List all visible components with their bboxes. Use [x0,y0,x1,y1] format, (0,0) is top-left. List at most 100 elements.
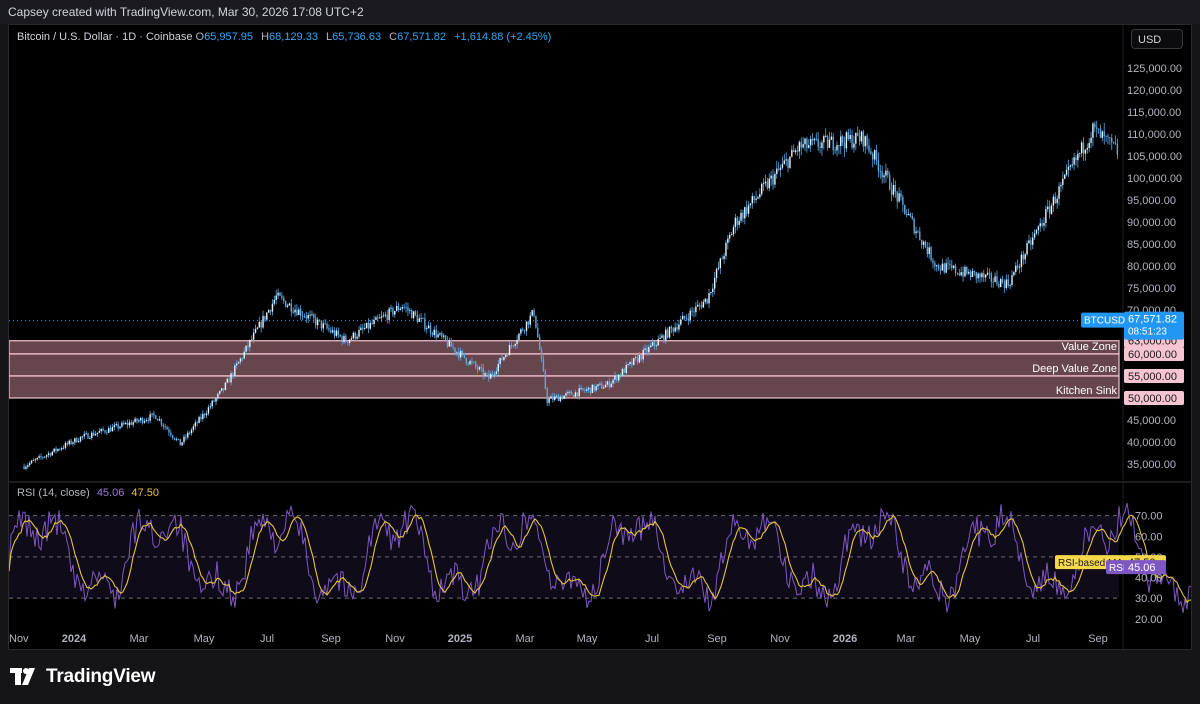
candle-body [655,345,658,347]
candle-body [642,349,644,360]
candle-body [762,183,765,184]
candle-body [446,340,449,347]
candle-body [704,298,706,302]
candle-body [1020,254,1023,267]
candle-body [979,273,981,278]
candle-body [390,307,392,309]
candle-body [892,185,895,195]
candle-body [301,315,304,317]
candle-body [320,320,323,329]
candle-body [461,350,464,353]
candle-body [503,356,505,361]
candle-body [49,453,52,456]
candle-body [1045,209,1047,224]
candle-body [616,375,618,381]
candle-body [1111,137,1113,143]
rsi-line [9,502,1191,613]
candle-body [491,373,494,375]
candle-body [770,175,772,179]
candle-body [800,141,802,148]
candle-body [661,335,663,338]
candle-body [367,322,370,329]
candle-body [1026,243,1028,255]
tradingview-logo[interactable]: TradingView [10,666,156,688]
candle-body [205,413,208,416]
candle-body [444,335,447,341]
candle-body [427,325,430,329]
candle-body [516,339,518,345]
candle-body [689,310,691,321]
candle-body [134,418,136,423]
candle-body [962,272,964,277]
high-value: 68,129.33 [269,31,318,43]
candle-body [234,365,236,376]
candle-body [382,315,385,317]
candle-body [657,339,659,346]
candle-body [666,329,669,338]
candle-body [64,443,67,448]
candle-body [143,420,146,423]
price-tick-1: 120,000.00 [1127,85,1182,97]
candle-body [224,382,227,390]
candle-body [228,378,230,383]
candle-body [552,396,554,400]
candle-body [62,447,65,449]
candle-body [179,438,181,446]
candle-body [420,317,422,319]
candle-body [104,430,106,433]
candle-body [540,349,543,359]
candle-body [759,194,761,198]
candle-body [687,318,690,321]
rsi-tag-text: RSI [1109,563,1126,574]
rsi-tick-3: 40.00 [1135,573,1163,585]
candle-body [992,281,994,283]
candle-body [644,348,646,350]
candle-body [747,205,750,214]
candle-body [232,373,234,376]
candle-body [525,321,528,331]
candle-body [860,131,863,142]
candle-body [890,189,893,195]
candle-body [490,373,492,379]
candle-body [266,312,268,320]
rsi-ma-tag-text: RSI-based MA [1058,558,1123,569]
candle-body [855,132,857,144]
candle-body [283,297,285,301]
candle-body [629,362,631,365]
candle-body [443,335,445,337]
zone-badge-bg [1124,346,1184,361]
candle-body [83,434,85,437]
candle-body [1073,157,1075,165]
candle-body [305,316,308,319]
candle-body [111,426,114,432]
price-chart[interactable]: Value Zone Deep Value Zone Kitchen Sink 12… [9,25,1192,650]
candle-body [949,264,951,265]
candle-body [870,151,872,154]
currency-button[interactable]: USD [1131,29,1183,49]
candle-body [712,288,714,293]
candle-body [693,311,695,313]
rsi-pane[interactable] [9,500,1192,623]
candle-body [183,436,185,443]
candle-body [108,427,110,433]
time-tick-7: 2025 [448,633,472,645]
candle-body [729,235,731,239]
candle-body [706,298,708,304]
candle-body [100,428,102,432]
candle-body [241,358,244,360]
candle-body [422,317,424,319]
candle-body [793,149,795,153]
chart-frame[interactable]: Value Zone Deep Value Zone Kitchen Sink 12… [8,24,1192,650]
candle-body [204,413,206,416]
candle-body [864,136,866,147]
candle-body [587,387,590,390]
low-value: 65,736.63 [332,31,382,43]
candle-body [343,335,345,343]
zone-label-1: Value Zone [1062,341,1117,353]
candle-body [239,358,242,362]
candle-body [395,306,398,311]
zone-badge-bg [1124,390,1184,405]
candle-body [226,378,228,383]
time-tick-4: Jul [260,633,274,645]
candle-body [85,433,87,435]
